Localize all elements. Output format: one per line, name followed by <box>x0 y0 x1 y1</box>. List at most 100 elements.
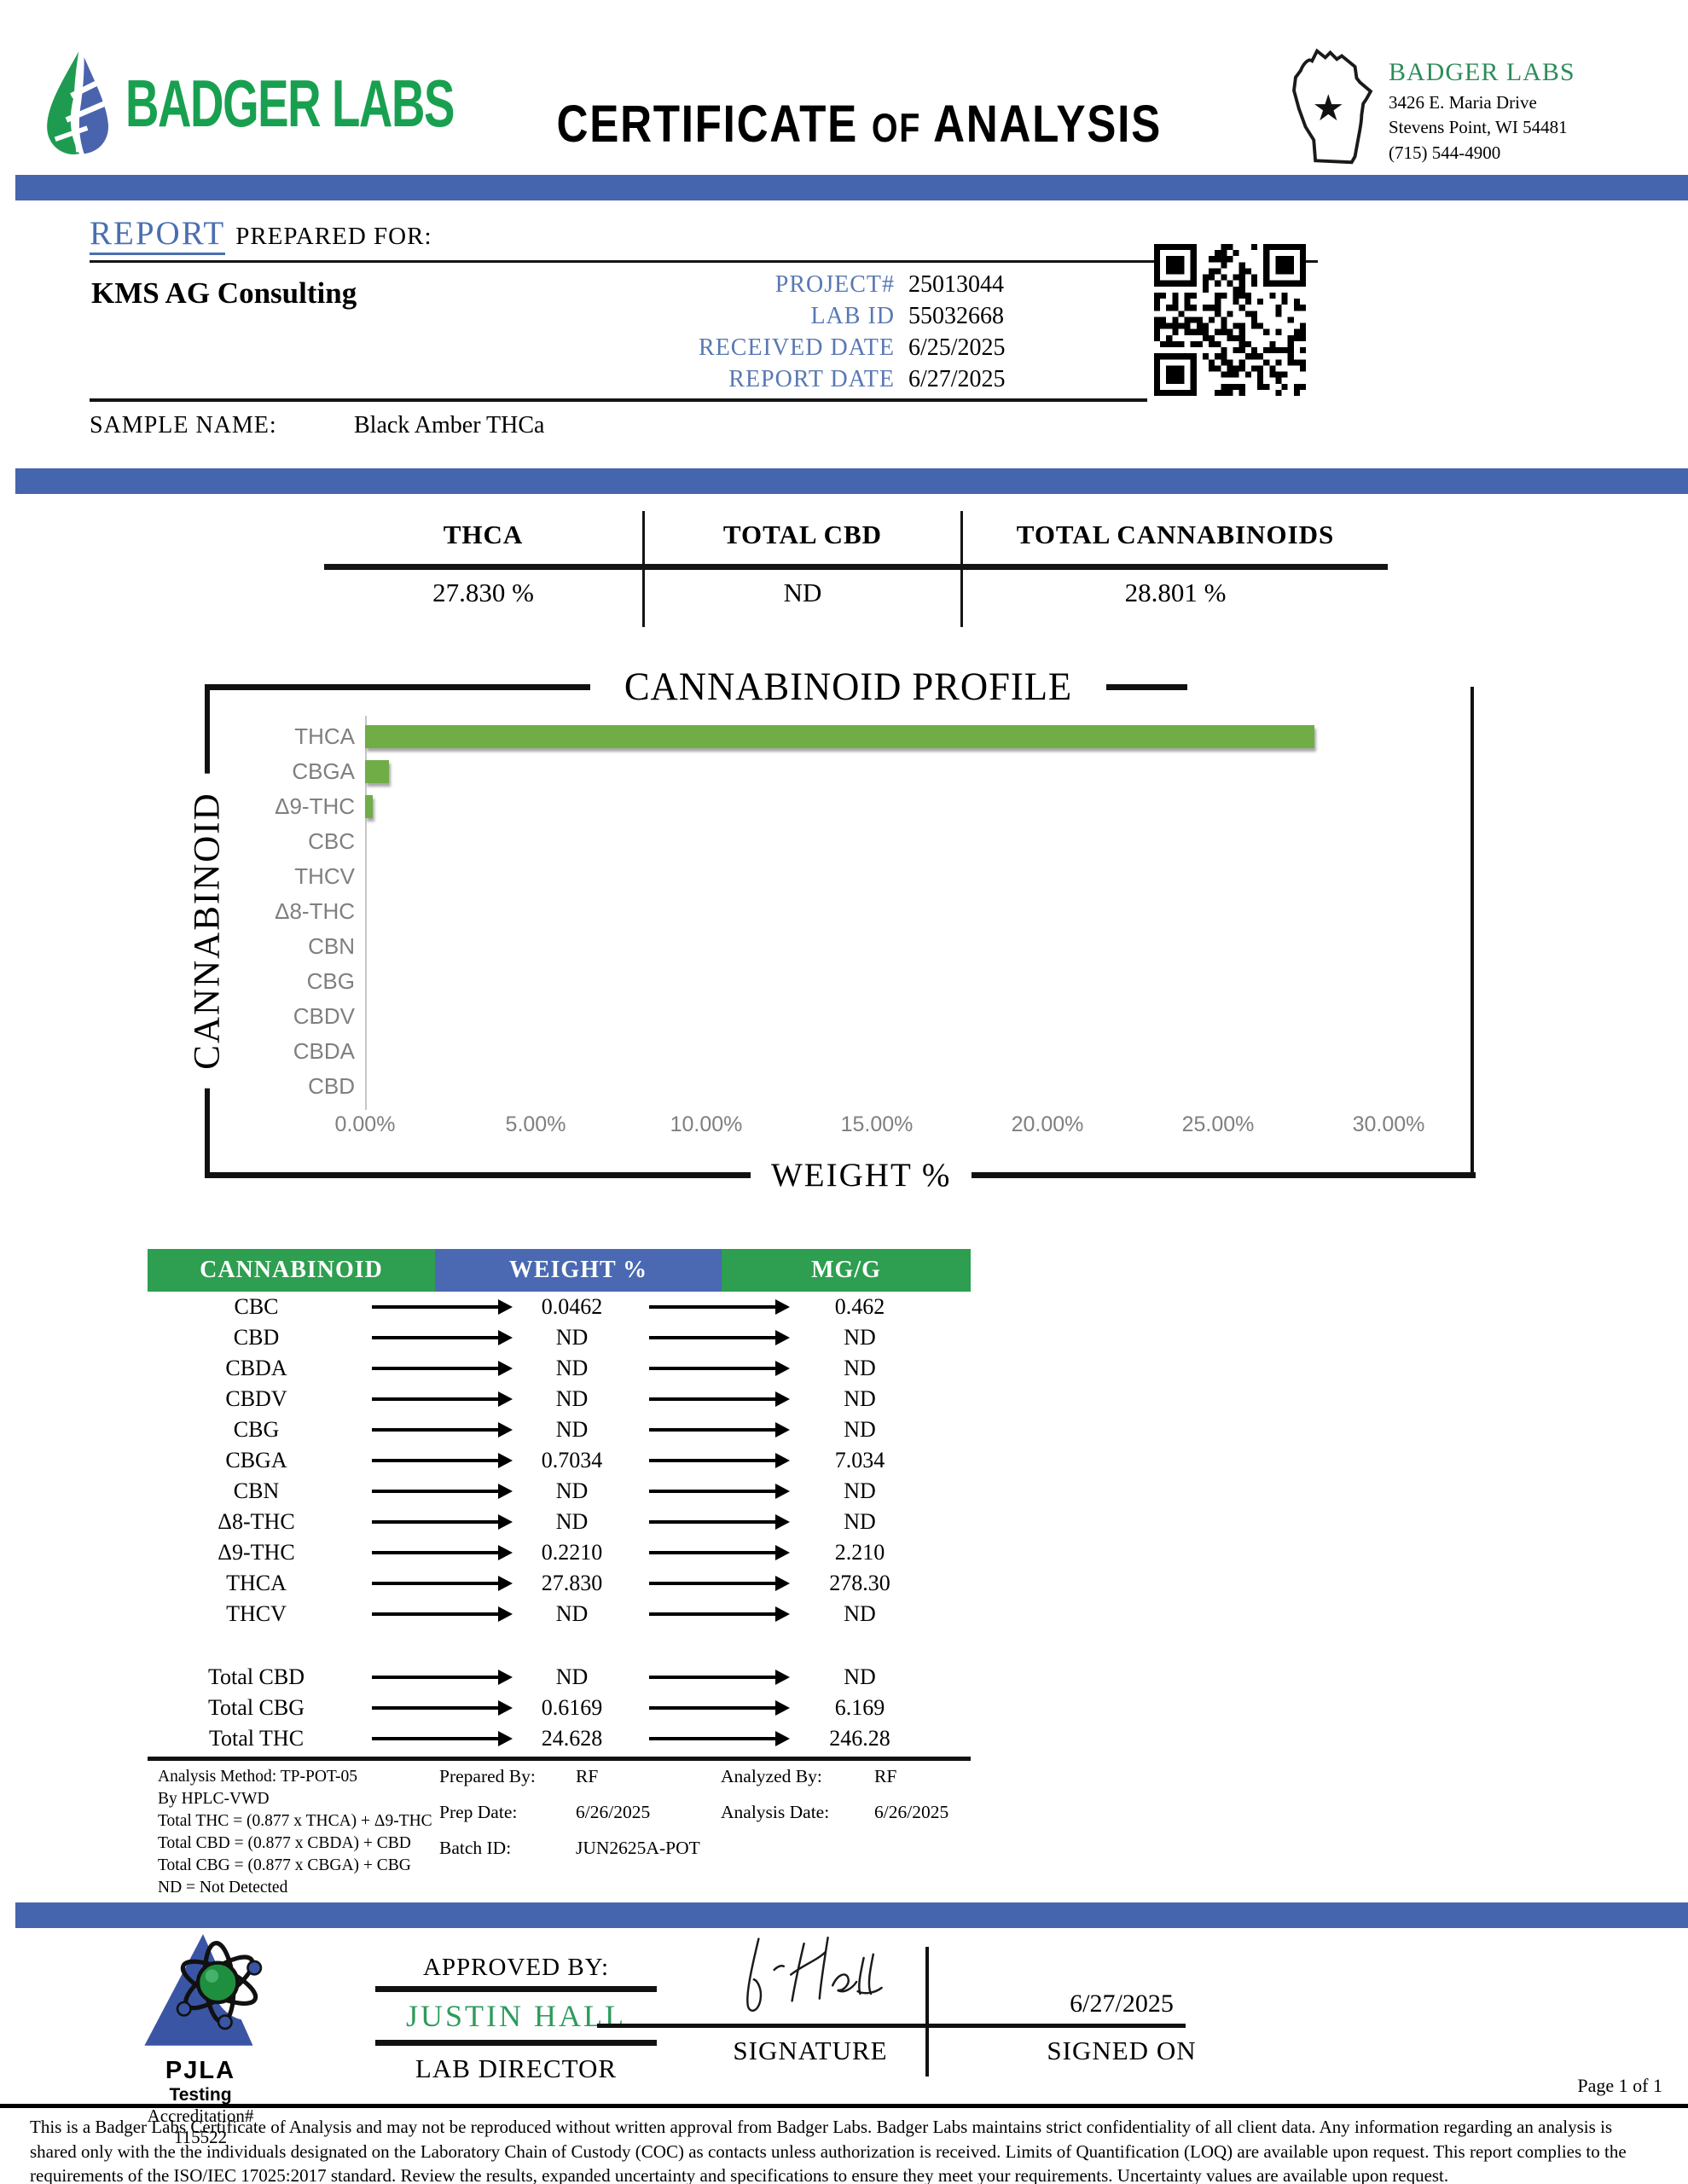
table-gap <box>148 1629 971 1662</box>
method-note-line: By HPLC-VWD <box>158 1789 270 1808</box>
chart-row: CBDA <box>210 1034 1472 1069</box>
mg-per-g-value: ND <box>844 1417 876 1442</box>
arrow-icon <box>648 1453 790 1468</box>
chart-category-label: Δ9-THC <box>275 793 355 819</box>
report-field: REPORT DATE 6/27/2025 <box>533 366 1096 398</box>
footnote-pair: Prepared By: RF <box>439 1766 721 1787</box>
lab-name: BADGER LABS <box>1389 58 1575 86</box>
signature-label: SIGNATURE <box>733 2035 888 2065</box>
report-field: PROJECT# 25013044 <box>533 271 1096 303</box>
table-row: Δ9-THC 0.2210 2.210 <box>148 1537 971 1568</box>
star-icon: ★ <box>1312 89 1344 129</box>
cannabinoid-name: Total CBG <box>207 1695 305 1720</box>
arrow-icon <box>371 1700 513 1716</box>
footnote-label: Analyzed By: <box>721 1766 822 1786</box>
footnote-label: Prep Date: <box>439 1802 518 1822</box>
arrow-icon <box>648 1391 790 1407</box>
weight-percent-value: ND <box>555 1601 589 1626</box>
chart-tick-label: 10.00% <box>670 1112 743 1136</box>
weight-percent-value: 24.628 <box>541 1726 603 1751</box>
rule <box>205 1171 751 1178</box>
title-of: OF <box>871 105 921 150</box>
report-field-label: LAB ID <box>810 303 895 329</box>
footnotes: Analysis Method: TP-POT-05 By HPLC-VWD Tot… <box>158 1766 1688 1899</box>
footnote-pair: Analyzed By: RF <box>721 1766 1002 1787</box>
approved-by-block: APPROVED BY: JUSTIN HALL LAB DIRECTOR <box>375 1954 657 2084</box>
table-row: CBD ND ND <box>148 1322 971 1353</box>
method-note-line: Total CBG = (0.877 x CBGA) + CBG <box>158 1856 411 1874</box>
chart-tick-label: 0.00% <box>334 1112 396 1136</box>
mg-per-g-value: ND <box>844 1356 876 1380</box>
approved-by-label: APPROVED BY: <box>422 1953 610 1981</box>
rule <box>972 1171 1476 1178</box>
divider-band <box>15 468 1688 494</box>
chart-row: CBD <box>210 1069 1472 1104</box>
weight-percent-value: 27.830 <box>541 1571 603 1595</box>
report-field-label: REPORT DATE <box>728 366 895 392</box>
summary-label: TOTAL CANNABINOIDS <box>1016 520 1335 549</box>
summary-results: THCA 27.830 % TOTAL CBD ND TOTAL CANNABI… <box>324 511 1388 627</box>
sample-name-label: SAMPLE NAME: <box>90 412 277 439</box>
mg-per-g-value: ND <box>844 1478 876 1503</box>
arrow-icon <box>371 1299 513 1315</box>
report-info-section: REPORT PREPARED FOR: KMS AG Consulting PR… <box>90 214 1318 444</box>
report-heading: REPORT <box>90 215 226 255</box>
divider-band-top <box>15 175 1688 200</box>
cannabinoid-name: CBC <box>234 1294 279 1319</box>
chart-tick-label: 20.00% <box>1011 1112 1084 1136</box>
lab-address-line1: 3426 E. Maria Drive <box>1389 92 1537 113</box>
table-row: CBN ND ND <box>148 1476 971 1507</box>
report-field-value: 55032668 <box>908 303 1004 329</box>
qr-code <box>1154 244 1306 396</box>
mg-per-g-value: 0.462 <box>834 1294 885 1319</box>
sample-name-value: Black Amber THCa <box>354 412 545 439</box>
mg-per-g-value: 7.034 <box>834 1448 885 1472</box>
cannabinoid-name: Δ9-THC <box>218 1540 295 1565</box>
arrow-icon <box>371 1545 513 1560</box>
arrow-icon <box>648 1361 790 1376</box>
weight-percent-value: 0.2210 <box>541 1540 603 1565</box>
chart-row: Δ8-THC <box>210 894 1472 929</box>
mg-per-g-value: ND <box>844 1386 876 1411</box>
chart-plot-area: THCA CBGA Δ9-THC CBC THCV Δ8-THC CBN CBG CBDV CBD… <box>210 719 1472 1104</box>
arrow-icon <box>371 1576 513 1591</box>
weight-percent-value: ND <box>555 1417 589 1442</box>
cannabinoid-name: CBG <box>233 1417 280 1442</box>
arrow-icon <box>371 1330 513 1345</box>
weight-percent-value: 0.7034 <box>541 1448 603 1472</box>
rule <box>205 683 590 690</box>
footnote-value: RF <box>874 1766 897 1786</box>
column-header-mg-g: MG/G <box>722 1249 971 1292</box>
approval-section: PJLA Testing Accreditation# 115522 APPRO… <box>0 1928 1688 2147</box>
table-row: CBG ND ND <box>148 1414 971 1445</box>
brand-wordmark: BADGER LABS <box>125 65 455 141</box>
column-header-weight-percent: WEIGHT % <box>435 1249 722 1292</box>
accreditation-number: Accreditation# 115522 <box>147 2105 254 2147</box>
arrow-icon <box>648 1484 790 1499</box>
arrow-icon <box>648 1670 790 1685</box>
column-header-cannabinoid: CANNABINOID <box>148 1249 435 1292</box>
cannabinoid-name: Total THC <box>208 1726 305 1751</box>
chart-axis-line <box>365 716 367 1110</box>
summary-total-cannabinoids: TOTAL CANNABINOIDS 28.801 % <box>960 511 1388 627</box>
badger-labs-brand: BADGER LABS <box>38 44 455 157</box>
arrow-icon <box>371 1422 513 1438</box>
lab-address-block: ★ BADGER LABS 3426 E. Maria Drive Steven… <box>1279 44 1645 168</box>
arrow-icon <box>648 1606 790 1622</box>
cannabinoid-name: CBDV <box>225 1386 287 1411</box>
cannabinoid-name: THCV <box>226 1601 287 1626</box>
method-note-line: Total THC = (0.877 x THCA) + Δ9-THC <box>158 1811 432 1830</box>
arrow-icon <box>371 1670 513 1685</box>
header: BADGER LABS CERTIFICATE OF ANALYSIS ★ BA… <box>0 0 1688 175</box>
divider-band-bottom <box>15 1902 1688 1928</box>
chart-row: CBN <box>210 929 1472 964</box>
method-note-line: Analysis Method: TP-POT-05 <box>158 1768 358 1786</box>
pjla-accreditation: PJLA Testing Accreditation# 115522 <box>128 1930 287 2148</box>
table-row: Total CBD ND ND <box>148 1662 971 1693</box>
weight-percent-value: ND <box>555 1509 589 1534</box>
results-table-body: CBC 0.0462 0.462 CBD ND ND CBDA ND ND CBDV ND ND CBG… <box>148 1292 971 1754</box>
chart-frame-right <box>1470 687 1474 1175</box>
lab-phone: (715) 544-4900 <box>1389 142 1501 163</box>
table-row: THCV ND ND <box>148 1599 971 1629</box>
mg-per-g-value: ND <box>844 1601 876 1626</box>
